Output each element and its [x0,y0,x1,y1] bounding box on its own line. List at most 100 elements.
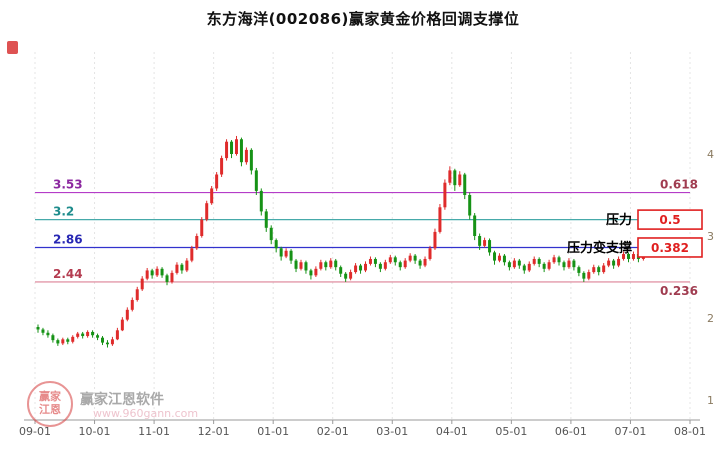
ratio-value-box [637,237,703,258]
candle-body [587,272,591,279]
candle-body [36,327,40,330]
candle-body [135,289,139,300]
candle-body [115,330,119,340]
candle-body [190,248,194,261]
candle-body [101,337,105,343]
candle-body [81,333,85,337]
candle-body [443,182,447,208]
candle-body [403,260,407,268]
candle-body [105,342,109,345]
y-axis-label: 4 [707,148,714,161]
candle-body [234,139,238,154]
candle-body [408,255,412,261]
candle-body [269,227,273,241]
candle-body [329,260,333,268]
candle-body [478,236,482,246]
candle-body [354,265,358,273]
candle-body [200,219,204,236]
candle-body [438,207,442,232]
candle-body [86,331,90,337]
candle-body [423,258,427,266]
candle-body [294,260,298,269]
candle-body [527,263,531,271]
candle-body [602,265,606,273]
x-axis-label: 04-01 [436,425,468,438]
candle-body [195,236,199,249]
ratio-value-label: 0.382 [651,241,689,255]
candle-body [378,263,382,269]
candle-body [170,272,174,282]
candle-body [383,262,387,269]
candle-body [215,174,219,189]
pressure-annotation-label: 压力变支撑 [567,240,632,256]
x-axis-label: 02-01 [317,425,349,438]
candle-body [165,275,169,282]
candle-body [592,267,596,273]
candle-body [473,215,477,236]
watermark-logo-text-top: 赢家 [39,390,61,404]
candle-body [567,260,571,268]
candle-body [220,158,224,175]
candle-body [254,170,258,191]
candle-body [418,260,422,266]
candle-body [110,339,114,345]
candle-body [339,267,343,274]
candle-body [264,211,268,228]
candle-body [309,270,313,276]
candle-body [522,265,526,271]
candle-body [289,250,293,261]
candle-body [557,257,561,263]
candle-body [542,263,546,269]
candle-body [607,260,611,266]
candle-body [617,258,621,266]
candle-body [577,267,581,273]
candle-body [373,258,377,264]
watermark-brand-text: 赢家江恩软件 [80,392,164,408]
candle-body [41,329,45,333]
candle-body [210,188,214,204]
price-level-label: 3.2 [53,205,74,219]
candle-body [239,139,243,163]
candle-body [463,174,467,195]
candle-body [185,260,189,271]
candle-body [433,231,437,249]
candle-body [497,255,501,261]
candle-body [249,149,253,171]
candle-body [448,170,452,183]
candle-body [150,270,154,276]
candle-body [299,262,303,269]
candle-body [344,273,348,279]
candle-body [244,149,248,163]
x-axis-label: 07-01 [614,425,646,438]
candle-body [230,141,234,154]
red-corner-mark-icon [7,41,18,54]
candle-body [368,258,372,264]
x-axis-label: 03-01 [376,425,408,438]
candle-body [483,240,487,246]
candle-body [507,262,511,268]
chart-title: 东方海洋(002086)赢家黄金价格回调支撑位 [206,10,520,28]
candle-body [512,260,516,268]
candle-body [304,262,308,271]
candle-body [314,268,318,276]
candle-body [517,260,521,266]
candle-body [259,190,263,212]
x-axis-label: 01-01 [257,425,289,438]
candle-body [468,195,472,216]
candle-body [364,263,367,271]
candle-body [180,264,184,271]
candle-body [488,240,492,253]
price-level-label: 2.44 [53,267,83,281]
candle-body [552,257,556,263]
candle-body [502,255,506,263]
candle-body [572,260,576,268]
y-axis-label: 1 [707,394,714,407]
candle-body [562,262,566,268]
candle-body [140,278,144,290]
candle-body [319,262,323,269]
candle-body [413,255,417,261]
candle-body [359,265,363,271]
candle-body [130,299,134,310]
